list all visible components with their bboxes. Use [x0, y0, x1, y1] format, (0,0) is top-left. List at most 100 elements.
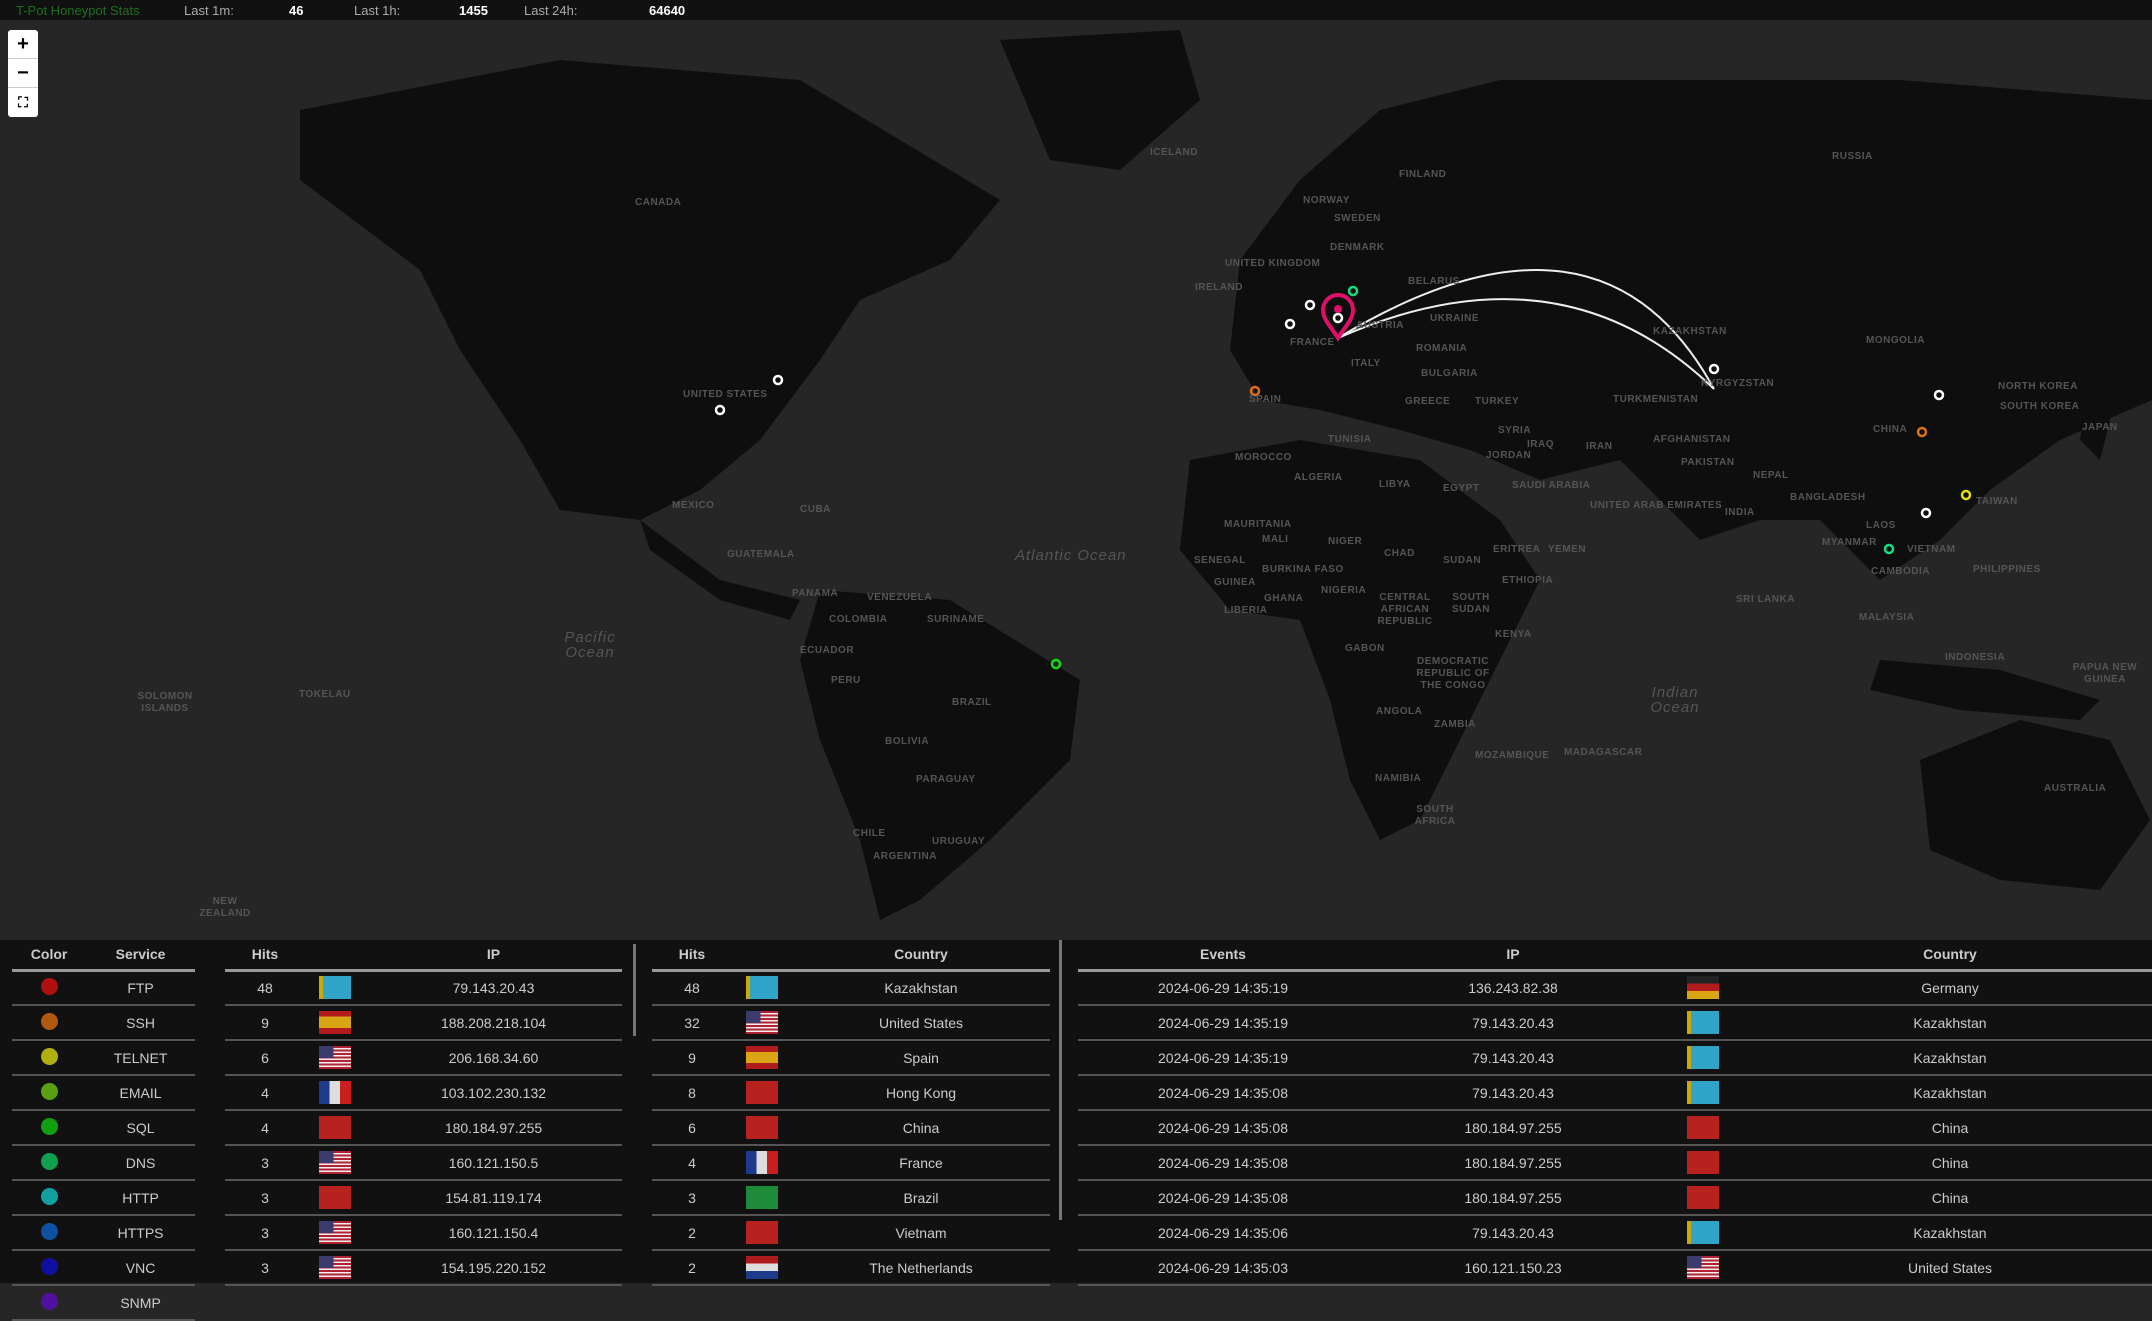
map-country-label: Paraguay: [916, 774, 976, 785]
flag-us-icon: [319, 1151, 351, 1174]
map-canvas[interactable]: [0, 20, 2152, 940]
central-america: [640, 520, 800, 620]
service-row: VNC: [12, 1250, 195, 1286]
zoom-in-button[interactable]: +: [8, 30, 38, 59]
map-country-label: Indonesia: [1945, 652, 2006, 663]
countries-table-scrollbar[interactable]: [1059, 940, 1062, 1220]
country-row[interactable]: 8 Hong Kong: [652, 1075, 1050, 1111]
event-row[interactable]: 2024-06-29 14:35:19 79.143.20.43 Kazakhsta…: [1078, 1005, 2152, 1041]
zoom-out-button[interactable]: −: [8, 59, 38, 88]
service-row: HTTPS: [12, 1215, 195, 1251]
event-row[interactable]: 2024-06-29 14:35:19 136.243.82.38 Germany: [1078, 970, 2152, 1006]
hits-cell: 2: [652, 1215, 732, 1251]
hits-cell: 2: [652, 1250, 732, 1286]
map-country-label: Italy: [1351, 358, 1381, 369]
event-row[interactable]: 2024-06-29 14:35:06 79.143.20.43 Kazakhsta…: [1078, 1215, 2152, 1251]
ip-row[interactable]: 6 206.168.34.60: [225, 1040, 622, 1076]
country-row[interactable]: 6 China: [652, 1110, 1050, 1146]
hits-cell: 48: [652, 970, 732, 1006]
attack-point[interactable]: [1883, 543, 1895, 555]
attack-point[interactable]: [1249, 385, 1261, 397]
map-country-label: Russia: [1832, 151, 1873, 162]
attack-point[interactable]: [714, 404, 726, 416]
country-row[interactable]: 2 Vietnam: [652, 1215, 1050, 1251]
flag-es-icon: [319, 1011, 351, 1034]
event-row[interactable]: 2024-06-29 14:35:03 160.121.150.23 United …: [1078, 1250, 2152, 1286]
map-country-label: Liberia: [1224, 605, 1268, 616]
event-ip: 79.143.20.43: [1368, 1005, 1658, 1041]
ip-row[interactable]: 3 154.81.119.174: [225, 1180, 622, 1216]
stats-panel: Color Service FTP SSH TELNET EMAIL SQL DNS HTT…: [0, 940, 2152, 1321]
country-row[interactable]: 32 United States: [652, 1005, 1050, 1041]
attack-point[interactable]: [1933, 389, 1945, 401]
ip-row[interactable]: 3 160.121.150.4: [225, 1215, 622, 1251]
attack-point[interactable]: [1284, 318, 1296, 330]
events-header: Events: [1078, 940, 1368, 972]
map-country-label: Eritrea: [1493, 544, 1541, 555]
map-country-label: Pakistan: [1681, 457, 1735, 468]
flag-kz-icon: [319, 976, 351, 1000]
country-row[interactable]: 48 Kazakhstan: [652, 970, 1050, 1006]
ip-table-scrollbar[interactable]: [633, 944, 636, 1036]
event-ip: 79.143.20.43: [1368, 1215, 1658, 1251]
event-ip: 180.184.97.255: [1368, 1145, 1658, 1181]
map-zoom-control: + − ⛶: [8, 30, 38, 117]
attack-point[interactable]: [1960, 489, 1972, 501]
service-color-dot: [40, 1117, 58, 1135]
ip-cell: 188.208.218.104: [365, 1005, 622, 1041]
service-header: Service: [86, 940, 195, 972]
map-country-label: Vietnam: [1907, 544, 1956, 555]
attack-point[interactable]: [1332, 312, 1344, 324]
event-row[interactable]: 2024-06-29 14:35:08 180.184.97.255 China: [1078, 1110, 2152, 1146]
country-row[interactable]: 9 Spain: [652, 1040, 1050, 1076]
attack-point[interactable]: [772, 374, 784, 386]
attack-point[interactable]: [1050, 658, 1062, 670]
map-country-label: Cambodia: [1871, 566, 1930, 577]
greenland: [1000, 30, 1200, 170]
ip-row[interactable]: 4 103.102.230.132: [225, 1075, 622, 1111]
attack-point[interactable]: [1916, 426, 1928, 438]
ip-row[interactable]: 3 160.121.150.5: [225, 1145, 622, 1181]
map-country-label: Denmark: [1330, 242, 1385, 253]
flag-fr-icon: [319, 1081, 351, 1104]
ip-row[interactable]: 48 79.143.20.43: [225, 970, 622, 1006]
country-row[interactable]: 2 The Netherlands: [652, 1250, 1050, 1286]
service-row: HTTP: [12, 1180, 195, 1216]
attack-point[interactable]: [1304, 299, 1316, 311]
hits-cell: 3: [225, 1145, 305, 1181]
country-row[interactable]: 4 France: [652, 1145, 1050, 1181]
flag-de-icon: [1687, 976, 1719, 1000]
map-country-label: Mali: [1262, 534, 1289, 545]
country-row[interactable]: 3 Brazil: [652, 1180, 1050, 1216]
attack-point[interactable]: [1708, 363, 1720, 375]
flag-header: [732, 940, 792, 972]
honeypot-pin-icon[interactable]: [1320, 293, 1356, 342]
hits-cell: 9: [225, 1005, 305, 1041]
event-country: Kazakhstan: [1748, 1040, 2152, 1076]
event-row[interactable]: 2024-06-29 14:35:08 79.143.20.43 Kazakhsta…: [1078, 1075, 2152, 1111]
attack-point[interactable]: [1347, 285, 1359, 297]
event-row[interactable]: 2024-06-29 14:35:19 79.143.20.43 Kazakhsta…: [1078, 1040, 2152, 1076]
map-country-label: Afghanistan: [1653, 434, 1731, 445]
fullscreen-button[interactable]: ⛶: [18, 94, 28, 110]
service-row: EMAIL: [12, 1075, 195, 1111]
country-cell: Vietnam: [792, 1215, 1050, 1251]
ip-row[interactable]: 9 188.208.218.104: [225, 1005, 622, 1041]
country-cell: The Netherlands: [792, 1250, 1050, 1286]
stats-header: T-Pot Honeypot Stats Last 1m: 46 Last 1h…: [0, 0, 2152, 20]
event-row[interactable]: 2024-06-29 14:35:08 180.184.97.255 China: [1078, 1180, 2152, 1216]
last-1m-value: 46: [289, 2, 304, 18]
map-country-label: Malaysia: [1859, 612, 1915, 623]
map-country-label: Iran: [1586, 441, 1613, 452]
attack-point[interactable]: [1920, 507, 1932, 519]
ip-row[interactable]: 3 154.195.220.152: [225, 1250, 622, 1286]
event-row[interactable]: 2024-06-29 14:35:08 180.184.97.255 China: [1078, 1145, 2152, 1181]
map-country-label: Kazakhstan: [1653, 326, 1727, 337]
ip-row[interactable]: 4 180.184.97.255: [225, 1110, 622, 1146]
event-ip: 136.243.82.38: [1368, 970, 1658, 1006]
map-country-label: Madagascar: [1564, 747, 1643, 758]
map-country-label: Finland: [1399, 169, 1447, 180]
attack-map[interactable]: Canada United States Mexico Cuba Guatemala Pa…: [0, 20, 2152, 940]
ip-header: IP: [1368, 940, 1658, 972]
map-country-label: Chile: [853, 828, 886, 839]
